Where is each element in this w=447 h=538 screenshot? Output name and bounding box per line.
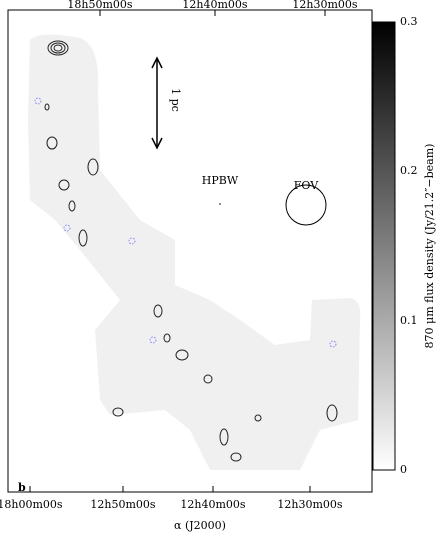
bottom-tick-label: 18h00m00s <box>0 498 63 511</box>
bottom-tick-label: 12h50m00s <box>90 498 156 511</box>
x-axis-label: α (J2000) <box>174 519 226 532</box>
colorbar-tick-label: 0.3 <box>400 15 418 28</box>
bottom-tick-label: 12h40m00s <box>180 498 246 511</box>
colorbar-tick-label: 0.1 <box>400 314 418 327</box>
scale-bar <box>151 56 163 150</box>
contours <box>34 40 338 462</box>
colorbar-tick-label: 0 <box>400 463 407 476</box>
top-tick-label: 12h40m00s <box>182 0 248 11</box>
beam <box>219 203 221 205</box>
beam-label: HPBW <box>202 174 239 187</box>
colorbar-label: 870 μm flux density (Jy/21.2″−beam) <box>423 144 436 349</box>
map-footprint <box>28 34 361 470</box>
colorbar-tick-label: 0.2 <box>400 164 418 177</box>
top-tick-label: 18h50m00s <box>67 0 133 11</box>
colorbar <box>372 21 396 471</box>
axis-ticks <box>29 10 326 492</box>
top-tick-label: 12h30m00s <box>292 0 358 11</box>
fov-circle <box>285 184 327 226</box>
bottom-tick-label: 12h30m00s <box>277 498 343 511</box>
scale-label: 1 pc <box>169 88 182 112</box>
panel-label: b <box>18 481 26 494</box>
